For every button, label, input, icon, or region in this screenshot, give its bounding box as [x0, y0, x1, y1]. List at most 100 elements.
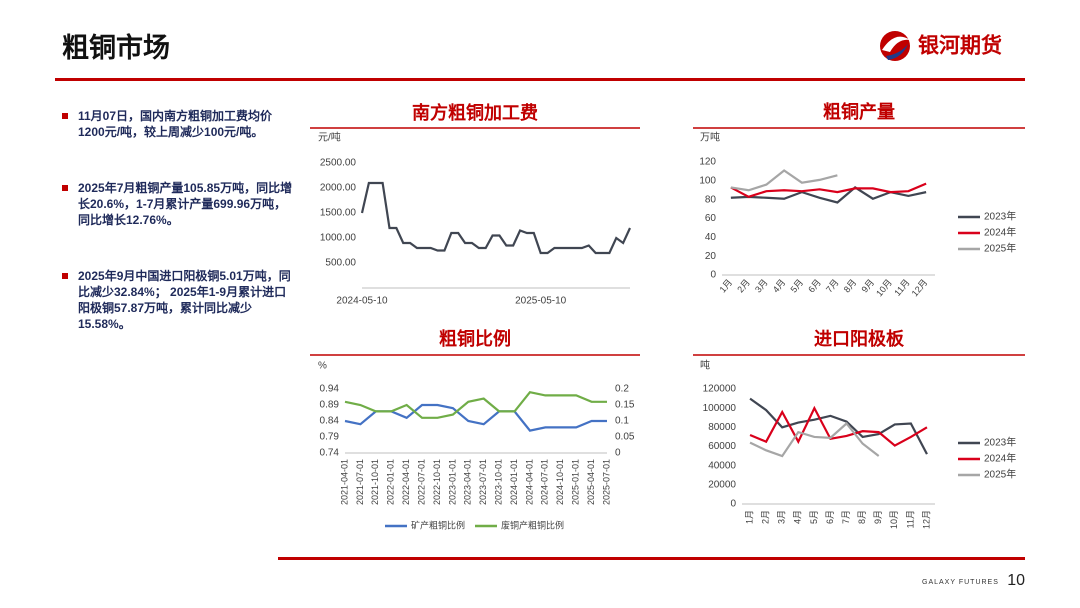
legend-label: 2023年 [984, 436, 1016, 449]
y-tick-label: 60 [705, 213, 717, 224]
x-tick-label: 2022-10-01 [432, 459, 442, 505]
y-tick-label: 0 [710, 270, 716, 281]
x-tick-label: 10月 [889, 510, 899, 529]
chart-title: 粗铜比例 [439, 328, 511, 349]
x-tick-label: 2025-01-01 [571, 459, 581, 505]
series-line [749, 405, 928, 447]
y-tick-label: 2500.00 [320, 158, 357, 169]
logo-icon [880, 31, 910, 61]
y-unit: 元/吨 [318, 131, 341, 144]
y-unit: % [318, 361, 327, 372]
chart-title: 南方粗铜加工费 [412, 102, 538, 123]
y-tick-label: 0 [730, 499, 736, 510]
series-line [730, 182, 927, 199]
series-line [344, 390, 607, 419]
y-tick-label: 100 [699, 175, 716, 186]
x-tick-label: 2月 [735, 277, 752, 294]
x-tick-label: 2025-04-01 [586, 459, 596, 505]
x-tick-label: 11月 [905, 510, 915, 528]
chart-title: 粗铜产量 [823, 101, 895, 122]
x-tick-label: 2月 [761, 510, 771, 524]
legend-label: 2024年 [984, 226, 1016, 239]
x-tick-label: 2023-04-01 [463, 459, 473, 505]
x-tick-label: 5月 [789, 277, 806, 294]
legend-label: 2023年 [984, 210, 1016, 223]
y-tick-label: 0.74 [320, 448, 340, 459]
x-tick-label: 2025-05-10 [515, 296, 567, 307]
y-tick-label: 100000 [703, 403, 737, 414]
x-tick-label: 2021-04-01 [339, 459, 349, 505]
x-tick-label: 1月 [718, 277, 735, 294]
x-tick-label: 12月 [921, 510, 931, 529]
y-tick-label: 80 [705, 194, 717, 205]
x-tick-label: 5月 [809, 510, 819, 524]
bullet: 2025年9月中国进口阳极铜5.01万吨，同比减少32.84%； 2025年1-… [62, 268, 298, 332]
y-tick-label: 20 [705, 251, 717, 262]
y-unit: 万吨 [700, 131, 720, 144]
x-tick-label: 1月 [744, 510, 754, 524]
y-tick-label: 40000 [708, 460, 736, 471]
x-tick-label: 2022-04-01 [401, 459, 411, 505]
x-tick-label: 3月 [777, 510, 787, 524]
y2-tick-label: 0 [615, 448, 621, 459]
legend-label: 废铜产粗铜比例 [501, 519, 564, 530]
x-tick-label: 2021-07-01 [355, 459, 365, 505]
x-tick-label: 2022-07-01 [416, 459, 426, 505]
x-tick-label: 2024-10-01 [555, 459, 565, 505]
y-tick-label: 0.79 [320, 432, 340, 443]
y-tick-label: 80000 [708, 422, 736, 433]
page-number: 10 [1007, 572, 1025, 589]
x-tick-label: 2023-10-01 [493, 459, 503, 505]
legend-label: 2025年 [984, 242, 1016, 255]
x-tick-label: 7月 [824, 277, 841, 294]
x-tick-label: 4月 [771, 277, 788, 294]
x-tick-label: 2024-05-10 [336, 296, 388, 307]
y-tick-label: 1500.00 [320, 208, 357, 219]
logo-text: 银河期货 [918, 34, 1002, 58]
footer-brand: GALAXY FUTURES [922, 579, 999, 586]
y-tick-label: 0.94 [320, 384, 340, 395]
x-tick-label: 10月 [874, 277, 894, 298]
y2-tick-label: 0.1 [615, 416, 629, 427]
x-tick-label: 2024-01-01 [509, 459, 519, 505]
x-tick-label: 2023-01-01 [447, 459, 457, 505]
x-tick-label: 2021-10-01 [370, 459, 380, 505]
x-tick-label: 2024-07-01 [540, 459, 550, 505]
bullet: 2025年7月粗铜产量105.85万吨，同比增长20.6%，1-7月累计产量69… [62, 180, 298, 228]
x-tick-label: 8月 [857, 510, 867, 524]
legend-label: 矿产粗铜比例 [411, 519, 465, 530]
y-tick-label: 0.84 [320, 416, 340, 427]
y-tick-label: 500.00 [325, 258, 356, 269]
y-tick-label: 40 [705, 232, 717, 243]
x-tick-label: 2025-07-01 [601, 459, 611, 505]
series-line [730, 169, 838, 192]
x-tick-label: 6月 [825, 510, 835, 524]
chart-title: 进口阳极板 [814, 328, 905, 349]
legend-label: 2025年 [984, 468, 1016, 481]
y-tick-label: 20000 [708, 479, 736, 490]
y-tick-label: 2000.00 [320, 183, 357, 194]
series-line [749, 397, 928, 455]
x-tick-label: 2024-04-01 [524, 459, 534, 505]
x-tick-label: 4月 [793, 510, 803, 524]
y-tick-label: 1000.00 [320, 233, 357, 244]
header-rule [55, 78, 1025, 81]
x-tick-label: 3月 [753, 277, 770, 294]
footer-rule [278, 557, 1025, 560]
x-tick-label: 8月 [842, 277, 859, 294]
x-tick-label: 11月 [892, 277, 911, 297]
y2-tick-label: 0.2 [615, 384, 629, 395]
slide-title: 粗铜市场 [62, 32, 170, 63]
x-tick-label: 2022-01-01 [386, 459, 396, 505]
y-tick-label: 120000 [703, 384, 737, 395]
series-line [749, 421, 880, 458]
y2-tick-label: 0.05 [615, 432, 635, 443]
y-tick-label: 120 [699, 157, 716, 168]
bullet: 11月07日，国内南方粗铜加工费均价1200元/吨，较上周减少100元/吨。 [62, 108, 298, 140]
x-tick-label: 6月 [806, 277, 823, 294]
y-unit: 吨 [700, 359, 710, 372]
x-tick-label: 2023-07-01 [478, 459, 488, 505]
y-tick-label: 0.89 [320, 400, 340, 411]
